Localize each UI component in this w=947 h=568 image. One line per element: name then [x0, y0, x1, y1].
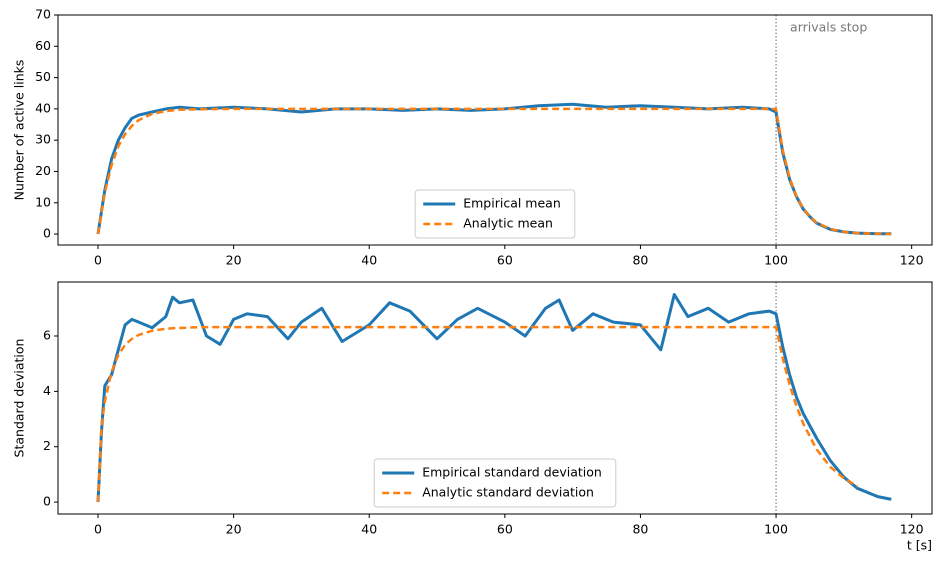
x-tick-label: 60 — [497, 522, 513, 537]
x-tick-label: 120 — [900, 253, 924, 268]
x-tick-label: 20 — [226, 522, 242, 537]
x-tick-label: 0 — [94, 253, 102, 268]
x-tick-label: 60 — [497, 253, 513, 268]
y-tick-label: 40 — [35, 100, 51, 115]
legend-frame — [414, 189, 576, 239]
y-tick-label: 4 — [43, 383, 51, 398]
x-tick-label: 40 — [361, 522, 377, 537]
x-tick-label: 40 — [361, 253, 377, 268]
y-tick-label: 10 — [35, 194, 51, 209]
legend-label: Empirical mean — [463, 196, 561, 211]
series-line — [96, 325, 859, 503]
y-tick-label: 6 — [43, 327, 51, 342]
x-tick-label: 80 — [632, 253, 648, 268]
y-tick-label: 2 — [43, 438, 51, 453]
series-line — [96, 293, 892, 503]
y-tick-label: 60 — [35, 38, 51, 53]
y-axis-label: Number of active links — [12, 60, 27, 201]
y-tick-label: 20 — [35, 163, 51, 178]
y-tick-label: 30 — [35, 132, 51, 147]
plot-frame — [57, 281, 933, 515]
y-tick-label: 0 — [43, 226, 51, 241]
x-axis-label: t [s] — [907, 538, 932, 553]
legend: Empirical standard deviation Analytic sta… — [373, 458, 617, 508]
x-tick-label: 0 — [94, 522, 102, 537]
annotation: arrivals stop — [790, 20, 867, 35]
plot-frame — [57, 14, 933, 246]
legend-label: Analytic standard deviation — [422, 485, 594, 500]
x-tick-label: 20 — [226, 253, 242, 268]
legend-label: Empirical standard deviation — [422, 465, 602, 480]
legend-label: Analytic mean — [463, 216, 553, 231]
x-tick-label: 100 — [764, 522, 788, 537]
x-tick-label: 80 — [632, 522, 648, 537]
y-tick-label: 50 — [35, 69, 51, 84]
y-tick-label: 70 — [35, 7, 51, 22]
legend: Empirical mean Analytic mean — [414, 189, 576, 239]
series-line — [96, 107, 892, 236]
legend-frame — [373, 458, 617, 508]
x-tick-label: 100 — [764, 253, 788, 268]
y-axis-label: Standard deviation — [12, 339, 27, 458]
y-tick-label: 0 — [43, 494, 51, 509]
x-tick-label: 120 — [900, 522, 924, 537]
